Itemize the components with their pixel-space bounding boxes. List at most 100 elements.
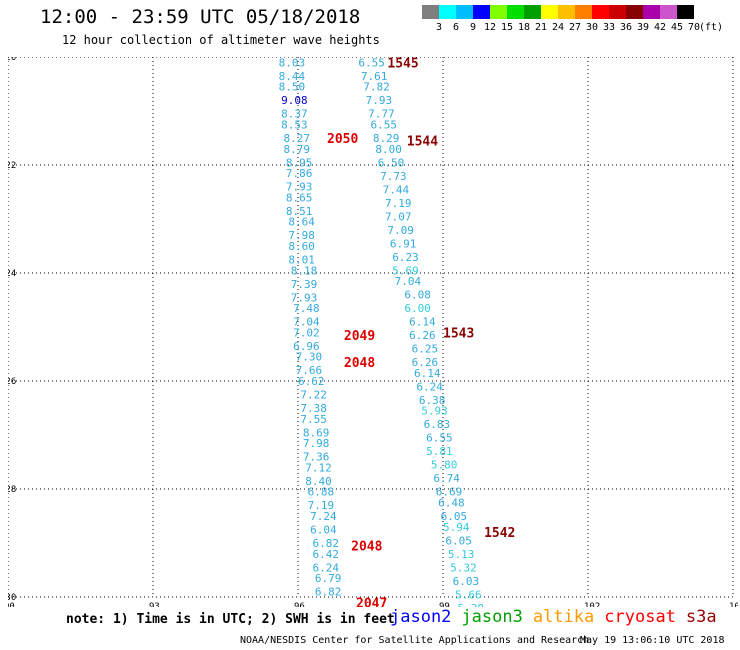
wave-height-point: 6.82: [315, 586, 342, 599]
wave-height-point: 6.55: [358, 57, 385, 69]
y-tick-label: -28: [8, 485, 16, 495]
y-tick-label: -26: [8, 377, 16, 387]
wave-height-point: 7.19: [308, 499, 335, 512]
color-scale-label: 24: [551, 22, 565, 33]
color-scale-label: 36: [619, 22, 633, 33]
wave-height-point: 6.62: [298, 375, 325, 388]
y-tick-label: -22: [8, 161, 16, 171]
wave-height-point: 7.22: [300, 389, 327, 402]
wave-height-point: 7.73: [380, 170, 407, 183]
wave-height-point: 5.81: [426, 445, 453, 458]
wave-height-point: 8.69: [303, 426, 330, 439]
color-scale-label: 42: [653, 22, 667, 33]
wave-height-point: 9.08: [281, 94, 308, 107]
wave-height-point: 7.04: [395, 275, 422, 288]
wave-height-point: 7.30: [296, 351, 323, 364]
footer-note: note: 1) Time is in UTC; 2) SWH is in fe…: [66, 612, 395, 627]
color-swatch: [473, 5, 490, 19]
wave-height-point: 6.55: [371, 119, 398, 132]
color-swatch: [643, 5, 660, 19]
wave-height-point: 8.64: [288, 216, 315, 229]
color-swatch: [677, 5, 694, 19]
x-tick-label: 102: [584, 602, 600, 607]
pass-time-label: 2048: [351, 540, 382, 555]
legend-entry-jason3: jason3: [461, 607, 523, 627]
pass-time-label: 1543: [443, 326, 474, 341]
credit-line: NOAA/NESDIS Center for Satellite Applica…: [240, 635, 590, 646]
x-tick-label: 96: [294, 602, 305, 607]
wave-height-point: 7.19: [385, 197, 412, 210]
color-scale-label: 33: [602, 22, 616, 33]
color-scale-label: 39: [636, 22, 650, 33]
wave-height-point: 6.08: [404, 289, 431, 302]
wave-height-map: 90 93 96 99 102 105 -20 -22 -24 -26 -28 -30 8.038.44…: [8, 57, 738, 607]
wave-height-point: 7.98: [288, 229, 315, 242]
generated-timestamp: May 19 13:06:10 UTC 2018: [580, 635, 725, 646]
wave-height-point: 8.65: [286, 191, 313, 204]
color-swatch: [592, 5, 609, 19]
wave-height-point: 8.29: [373, 132, 400, 145]
wave-height-point: 5.13: [448, 548, 475, 561]
wave-height-point: 5.32: [450, 561, 477, 574]
color-swatch: [456, 5, 473, 19]
wave-height-point: 5.80: [431, 459, 458, 472]
wave-height-point: 7.24: [310, 510, 337, 523]
satellite-legend: jason2 jason3 altika cryosat s3a: [390, 607, 727, 627]
wave-height-point: 8.01: [288, 254, 315, 267]
wave-height-point: 7.66: [296, 364, 323, 377]
pass-time-label: 1545: [387, 57, 418, 71]
wave-height-point: 8.03: [279, 57, 306, 69]
y-tick-label: -24: [8, 269, 16, 279]
legend-entry-cryosat: cryosat: [604, 607, 676, 627]
legend-entry-altika: altika: [532, 607, 595, 627]
wave-height-point: 6.55: [426, 432, 453, 445]
wave-height-point: 6.25: [412, 343, 439, 356]
wave-height-point: 8.44: [279, 70, 306, 83]
color-scale-label: 27: [568, 22, 582, 33]
x-tick-label: 99: [439, 602, 450, 607]
wave-height-point: 6.03: [453, 575, 480, 588]
wave-height-point: 8.40: [305, 475, 332, 488]
wave-height-point: 6.83: [424, 418, 451, 431]
wave-height-point: 5.38: [458, 602, 485, 607]
wave-height-point: 6.26: [409, 329, 436, 342]
color-swatch: [609, 5, 626, 19]
wave-height-point: 6.50: [378, 156, 405, 169]
color-swatch: [575, 5, 592, 19]
chart-subtitle: 12 hour collection of altimeter wave hei…: [62, 33, 380, 47]
pass-time-label: 2047: [356, 596, 387, 607]
wave-height-point: 6.14: [414, 367, 441, 380]
color-swatch: [541, 5, 558, 19]
color-swatch: [660, 5, 677, 19]
wave-height-point: 7.38: [300, 402, 327, 415]
wave-height-point: 6.24: [416, 380, 443, 393]
legend-entry-jason2: jason2: [390, 607, 452, 627]
wave-height-point: 6.74: [433, 472, 460, 485]
wave-height-point: 7.61: [361, 70, 388, 83]
color-swatch: [439, 5, 456, 19]
wave-height-point: 6.91: [390, 237, 417, 250]
wave-height-point: 5.69: [392, 264, 419, 277]
wave-height-point: 7.44: [383, 183, 410, 196]
wave-height-point: 8.79: [284, 143, 311, 156]
wave-height-point: 7.86: [286, 167, 313, 180]
wave-height-point: 7.93: [366, 94, 393, 107]
wave-height-point: 8.53: [281, 119, 308, 132]
x-tick-label: 93: [149, 602, 160, 607]
wave-height-point: 8.27: [284, 132, 311, 145]
color-swatch: [507, 5, 524, 19]
wave-height-point: 7.12: [305, 461, 332, 474]
color-swatch: [558, 5, 575, 19]
wave-height-point: 5.93: [421, 405, 448, 418]
y-tick-label: -20: [8, 57, 16, 63]
wave-height-point: 6.79: [315, 572, 342, 585]
wave-height-point: 8.37: [281, 108, 308, 121]
wave-height-point: 6.42: [313, 548, 340, 561]
wave-height-point: 6.05: [441, 510, 468, 523]
wave-height-point: 8.95: [286, 156, 313, 169]
color-scale-label: 45: [670, 22, 684, 33]
wave-height-point: 6.04: [310, 524, 337, 537]
wave-height-point: 8.18: [291, 264, 318, 277]
color-scale-label: 70: [687, 22, 701, 33]
wave-height-point: 6.26: [412, 356, 439, 369]
